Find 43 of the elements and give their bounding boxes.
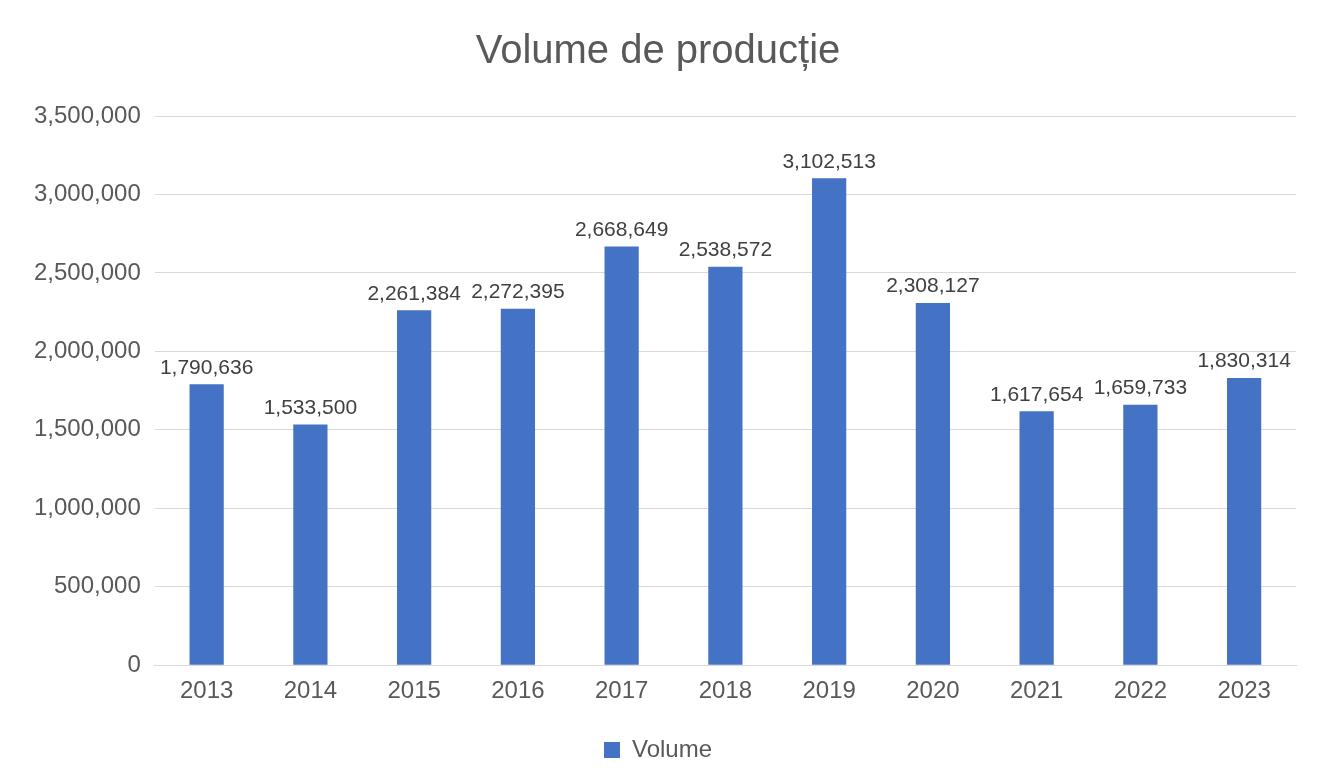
bar (1227, 378, 1262, 665)
data-label: 2,261,384 (367, 280, 462, 304)
x-tick-label: 2020 (906, 676, 960, 704)
bar (708, 266, 743, 665)
bar (293, 424, 328, 665)
data-label: 2,538,572 (678, 237, 773, 261)
x-tick-label: 2022 (1113, 676, 1168, 704)
legend-label: Volume (631, 734, 713, 762)
data-label: 3,102,513 (782, 148, 876, 172)
y-tick-label: 500,000 (54, 571, 141, 599)
data-label: 1,830,314 (1197, 348, 1292, 372)
y-tick-label: 2,000,000 (33, 336, 141, 363)
bar (500, 308, 536, 665)
data-label: 1,533,500 (263, 394, 358, 418)
x-tick-label: 2015 (387, 676, 441, 704)
bar (397, 310, 432, 665)
data-label: 2,272,395 (471, 278, 565, 302)
bar (189, 384, 224, 665)
x-tick-label: 2016 (491, 676, 545, 704)
x-tick-label: 2021 (1009, 676, 1064, 704)
bar (1019, 411, 1054, 665)
y-tick-label: 0 (127, 649, 141, 677)
bar (915, 303, 950, 665)
x-tick-label: 2019 (802, 676, 856, 704)
bar (1123, 404, 1158, 665)
data-label: 1,790,636 (159, 354, 254, 378)
bar (604, 246, 639, 665)
x-tick-label: 2014 (283, 676, 338, 704)
bar (812, 178, 847, 665)
x-tick-label: 2013 (179, 676, 234, 704)
chart-title: Volume de producție (475, 27, 841, 72)
data-label: 2,308,127 (886, 273, 980, 297)
x-tick-label: 2018 (698, 676, 753, 704)
data-label: 1,659,733 (1093, 375, 1188, 399)
y-tick-label: 2,500,000 (33, 257, 141, 285)
x-tick-label: 2017 (594, 676, 649, 704)
y-tick-label: 1,500,000 (33, 414, 141, 442)
x-tick-label: 2023 (1217, 676, 1271, 704)
data-label: 2,668,649 (574, 216, 669, 240)
y-tick-label: 3,000,000 (33, 179, 141, 207)
data-label: 1,617,654 (989, 381, 1084, 405)
y-tick-label: 3,500,000 (33, 100, 141, 128)
y-tick-label: 1,000,000 (33, 492, 141, 520)
